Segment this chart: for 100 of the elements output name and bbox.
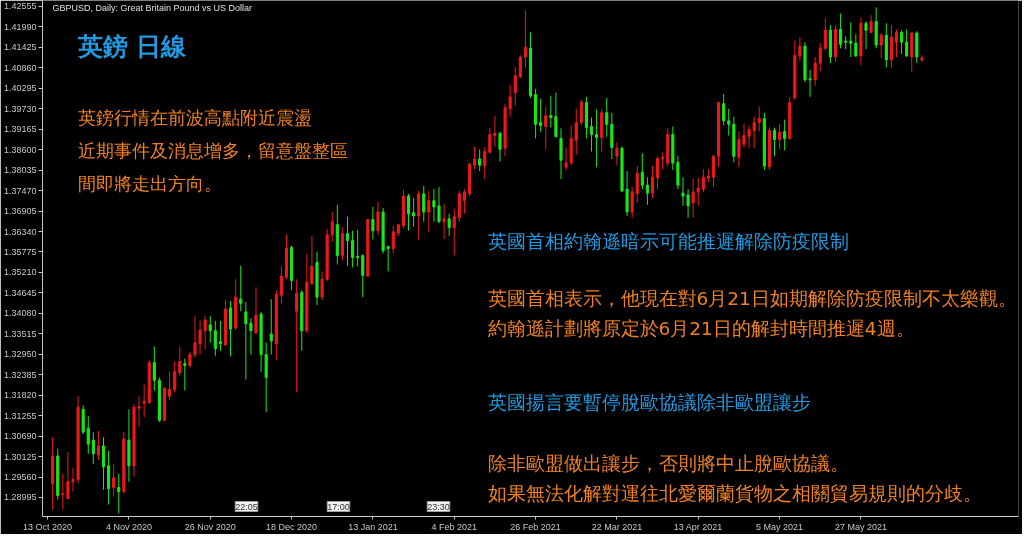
candlestick — [371, 206, 375, 240]
candlestick — [107, 450, 111, 506]
candlestick — [610, 112, 614, 160]
candlestick — [81, 404, 85, 435]
y-tick-label: 1.41990 — [3, 21, 37, 32]
y-tick-label: 1.29560 — [3, 472, 37, 483]
candlestick — [645, 176, 649, 206]
x-tick-label: 4 Feb 2021 — [431, 521, 478, 532]
candlestick — [330, 211, 334, 243]
candlestick — [701, 168, 705, 193]
candlestick — [630, 186, 634, 219]
candlestick — [696, 177, 700, 207]
y-tick-label: 1.30125 — [3, 451, 37, 462]
candlestick — [473, 145, 477, 170]
candlestick — [340, 227, 344, 261]
x-tick-label: 26 Feb 2021 — [510, 521, 561, 532]
y-tick-label: 1.40295 — [3, 83, 37, 94]
annotation: 如果無法化解對運往北愛爾蘭貨物之相關貿易規則的分歧。 — [487, 483, 982, 504]
candlestick — [462, 188, 466, 215]
candlestick — [915, 30, 919, 64]
candlestick — [178, 346, 182, 377]
text: 英鎊 日線 — [76, 32, 188, 61]
candlestick — [523, 9, 527, 69]
candlestick — [889, 24, 893, 69]
candlestick — [539, 98, 543, 133]
annotation: 間即將走出方向。 — [77, 173, 222, 194]
candlestick — [229, 300, 233, 357]
annotation: 近期事件及消息增多，留意盤整區 — [77, 140, 348, 161]
candlestick — [778, 123, 782, 150]
candlestick — [478, 148, 482, 172]
candlestick — [615, 141, 619, 166]
candlestick — [635, 165, 639, 204]
candlestick — [117, 473, 121, 515]
candlestick — [849, 21, 853, 58]
candlestick — [452, 208, 456, 256]
x-tick-label: 4 Nov 2020 — [105, 521, 152, 532]
candlestick — [391, 225, 395, 255]
y-tick-label: 1.32950 — [3, 349, 37, 360]
candlestick — [447, 213, 451, 237]
candlestick — [595, 108, 599, 168]
y-tick-label: 1.30690 — [3, 431, 37, 442]
candlestick — [173, 361, 177, 393]
x-tick-label: 22 Mar 2021 — [591, 521, 643, 532]
candlestick — [579, 99, 583, 126]
candlestick — [269, 298, 273, 356]
candlestick — [544, 106, 548, 150]
annotation: 英鎊行情在前波高點附近震盪 — [77, 107, 312, 128]
candlestick — [772, 127, 777, 157]
candlestick — [879, 32, 883, 59]
candlestick — [656, 155, 660, 190]
candlestick — [457, 190, 461, 223]
candlestick — [295, 278, 299, 393]
candlestick — [483, 147, 487, 180]
x-tick-label: 13 Apr 2021 — [673, 521, 723, 532]
candlestick — [208, 315, 212, 344]
annotation: 英國首相表示，他現在對6月21日如期解除防疫限制不太樂觀。 — [487, 288, 1017, 309]
candlestick — [854, 33, 858, 58]
candlestick — [412, 197, 416, 228]
y-tick-label: 1.34645 — [3, 287, 37, 298]
candlestick — [361, 253, 365, 298]
y-tick-label: 1.36905 — [3, 206, 37, 217]
candlestick — [559, 127, 563, 180]
candlestick — [727, 108, 731, 137]
candlestick — [422, 185, 426, 223]
candlestick — [757, 106, 761, 133]
candlestick — [513, 66, 517, 107]
candlestick — [101, 436, 106, 491]
y-tick-label: 1.38600 — [3, 144, 37, 155]
candlestick — [254, 286, 258, 335]
annotation: 英國揚言要暫停脫歐協議除非歐盟讓步 — [487, 392, 811, 413]
candlestick — [417, 190, 421, 240]
chart-subtitle: GBPUSD, Daily: Great Britain Pound vs US Dollar — [52, 2, 253, 13]
y-tick-label: 1.31255 — [3, 410, 37, 421]
candlestick — [152, 346, 156, 391]
candlestick — [218, 320, 222, 352]
candlestick — [356, 229, 360, 267]
candlestick — [239, 265, 243, 312]
candlestick — [691, 178, 695, 219]
candlestick — [168, 371, 172, 401]
candlestick — [351, 230, 355, 268]
candlestick — [650, 165, 655, 199]
candlestick — [910, 31, 914, 73]
candlestick — [91, 431, 95, 465]
x-tick-label: 18 Dec 2020 — [266, 521, 318, 532]
candlestick — [518, 54, 522, 79]
y-tick-label: 1.33515 — [3, 328, 37, 339]
candlestick — [839, 13, 843, 49]
candlestick — [376, 201, 380, 236]
x-tick-label: 5 May 2021 — [756, 521, 804, 532]
candlestick — [406, 193, 411, 232]
candlestick — [427, 190, 431, 233]
annotation: 英國首相約翰遜暗示可能推遲解除防疫限制 — [487, 231, 849, 252]
y-tick-label: 1.37470 — [3, 185, 37, 196]
y-tick-label: 1.39730 — [3, 103, 37, 114]
candlestick — [112, 463, 116, 498]
y-tick-label: 1.34080 — [3, 308, 37, 319]
annotation: 23:30 — [427, 501, 450, 512]
candlestick — [279, 265, 283, 304]
annotation: 除非歐盟做出讓步，否則將中止脫歐協議。 — [487, 453, 849, 474]
y-tick-label: 1.42555 — [3, 1, 37, 12]
